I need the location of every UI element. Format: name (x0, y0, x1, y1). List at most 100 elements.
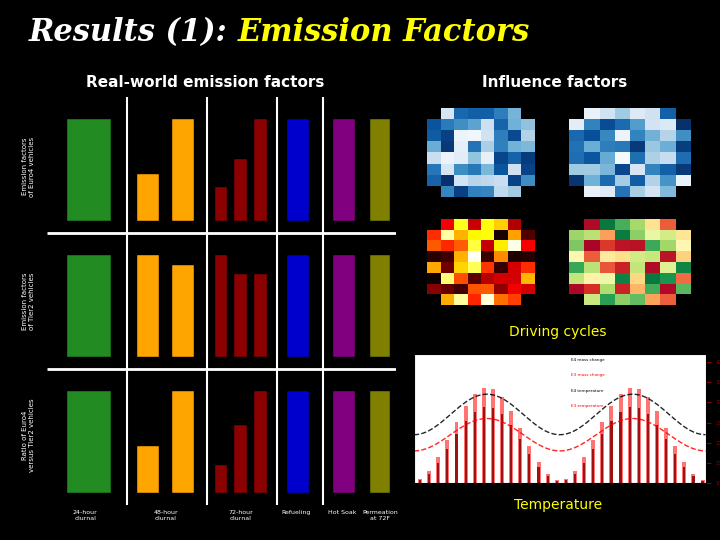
Text: Permeation
at 72F: Permeation at 72F (362, 510, 398, 521)
Bar (436, 457, 440, 483)
X-axis label: Time(hour): Time(hour) (541, 504, 579, 510)
Text: E3 mass change: E3 mass change (572, 373, 606, 377)
Bar (665, 439, 667, 483)
Bar (215, 255, 227, 357)
Text: (c): (c) (52, 381, 63, 389)
Bar (583, 463, 585, 483)
Bar (215, 187, 227, 221)
Bar (371, 119, 390, 221)
Text: Emission factors
of Tier2 vehicles: Emission factors of Tier2 vehicles (22, 272, 35, 330)
Bar (235, 159, 247, 221)
Text: E3 temperature: E3 temperature (572, 404, 604, 408)
Bar (137, 446, 159, 492)
Text: E4 temperature: E4 temperature (572, 389, 604, 393)
Bar (464, 406, 467, 483)
Bar (67, 119, 111, 221)
Text: 48-hour
diurnal: 48-hour diurnal (153, 510, 178, 521)
Bar (137, 255, 159, 357)
Text: Results (1):: Results (1): (28, 17, 238, 48)
Text: 72-hour
diurnal: 72-hour diurnal (228, 510, 253, 521)
Text: (a): (a) (52, 107, 63, 117)
Text: Emission Factors: Emission Factors (238, 17, 530, 48)
Bar (701, 480, 705, 483)
Bar (537, 467, 539, 483)
Bar (528, 454, 531, 483)
Bar (683, 467, 685, 483)
Bar (491, 389, 495, 483)
Bar (215, 464, 227, 492)
Bar (254, 392, 266, 492)
Bar (674, 454, 676, 483)
Bar (574, 474, 576, 483)
Bar (528, 446, 531, 483)
Bar (500, 397, 504, 483)
Bar (492, 408, 494, 483)
Bar (638, 408, 640, 483)
Text: 24-hour
diurnal: 24-hour diurnal (73, 510, 98, 521)
Bar (501, 414, 503, 483)
Bar (693, 476, 695, 483)
Bar (536, 462, 541, 483)
Bar (509, 411, 513, 483)
Bar (582, 457, 586, 483)
Bar (600, 422, 604, 483)
Text: Temperature: Temperature (514, 498, 602, 512)
Bar (287, 255, 309, 357)
Bar (287, 119, 309, 221)
Bar (647, 414, 649, 483)
Bar (419, 480, 421, 483)
Text: Refueling: Refueling (282, 510, 311, 515)
Bar (235, 425, 247, 492)
Bar (235, 274, 247, 357)
Bar (646, 397, 650, 483)
Bar (483, 407, 485, 483)
Text: Influence factors: Influence factors (482, 75, 627, 90)
Bar (473, 394, 477, 483)
Bar (656, 425, 658, 483)
Bar (333, 255, 354, 357)
Bar (601, 434, 603, 483)
Bar (655, 411, 659, 483)
Bar (609, 406, 613, 483)
Bar (172, 392, 194, 492)
Bar (446, 449, 449, 483)
Bar (474, 411, 476, 483)
Bar (701, 481, 703, 483)
Bar (573, 471, 577, 483)
Bar (454, 422, 459, 483)
Text: Ratio of Euro4
versus Tier2 vehicles: Ratio of Euro4 versus Tier2 vehicles (22, 399, 35, 472)
Bar (629, 407, 631, 483)
Bar (428, 474, 431, 483)
Bar (519, 439, 521, 483)
Bar (564, 479, 568, 483)
Bar (636, 389, 641, 483)
Bar (518, 428, 522, 483)
Bar (446, 440, 449, 483)
Bar (482, 388, 486, 483)
Bar (254, 274, 266, 357)
Bar (592, 449, 594, 483)
Text: Emission factors
of Euro4 vehicles: Emission factors of Euro4 vehicles (22, 137, 35, 197)
Text: E4 mass change: E4 mass change (572, 357, 605, 362)
Bar (564, 480, 567, 483)
Bar (591, 440, 595, 483)
Bar (333, 119, 354, 221)
Bar (510, 425, 512, 483)
Text: (b): (b) (52, 244, 64, 253)
Bar (546, 476, 549, 483)
Bar (437, 463, 439, 483)
Bar (555, 480, 559, 483)
Bar (619, 411, 621, 483)
Text: Hot Soak: Hot Soak (328, 510, 356, 515)
Bar (418, 479, 422, 483)
Bar (464, 421, 467, 483)
Bar (611, 421, 613, 483)
Bar (333, 392, 354, 492)
Bar (456, 434, 458, 483)
Bar (287, 392, 309, 492)
Bar (137, 174, 159, 221)
Bar (673, 446, 678, 483)
Bar (67, 255, 111, 357)
Bar (427, 471, 431, 483)
Bar (371, 392, 390, 492)
